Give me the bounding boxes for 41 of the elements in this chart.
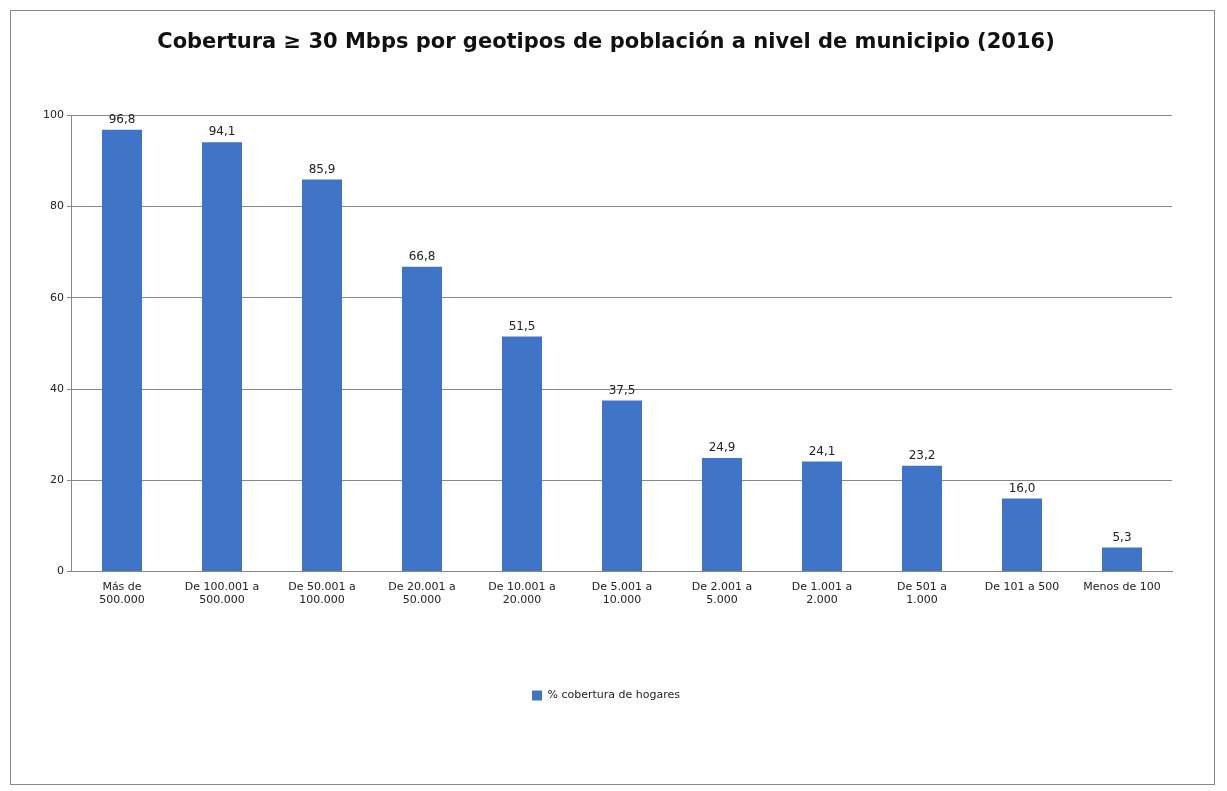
x-tick-label: De 50.001 a 100.000: [288, 580, 356, 607]
y-tick-label: 60: [50, 290, 64, 304]
y-tick-label: 80: [50, 199, 64, 213]
chart-title: Cobertura ≥ 30 Mbps por geotipos de población a nivel de municipio (2016): [157, 29, 1055, 54]
data-label: 85,9: [308, 161, 336, 176]
bar: [502, 336, 542, 572]
data-label: 23,2: [908, 447, 936, 462]
bar: [102, 129, 142, 572]
bar: [1002, 498, 1042, 572]
data-label: 24,9: [708, 440, 736, 455]
data-label: 94,1: [208, 124, 236, 139]
y-tick-label: 40: [50, 381, 64, 395]
data-label: 24,1: [808, 443, 836, 458]
data-label: 66,8: [408, 248, 436, 263]
bar: [202, 142, 242, 572]
data-label: 16,0: [1008, 480, 1036, 495]
data-label: 37,5: [608, 382, 636, 397]
x-tick-label: De 1.001 a 2.000: [791, 580, 853, 607]
bar: [302, 179, 342, 572]
bar: [1102, 547, 1142, 572]
x-tick-label: Más de 500.000: [99, 580, 145, 607]
y-tick-label: 100: [43, 108, 64, 122]
bar: [402, 266, 442, 572]
x-tick-label: De 10.001 a 20.000: [488, 580, 556, 607]
y-tick-label: 20: [50, 473, 64, 487]
x-tick-label: De 2.001 a 5.000: [691, 580, 753, 607]
y-tick-label: 0: [57, 564, 64, 578]
x-tick-label: De 20.001 a 50.000: [388, 580, 456, 607]
x-tick-label: De 100.001 a 500.000: [184, 580, 260, 607]
x-tick-label: Menos de 100: [1083, 580, 1161, 594]
bar: [802, 461, 842, 572]
bar: [602, 400, 642, 572]
data-label: 96,8: [108, 111, 136, 126]
x-tick-label: De 101 a 500: [984, 580, 1060, 594]
data-label: 5,3: [1112, 529, 1132, 544]
bar: [702, 457, 742, 572]
legend-label: % cobertura de hogares: [547, 688, 681, 702]
x-tick-label: De 5.001 a 10.000: [591, 580, 653, 607]
bar: [902, 465, 942, 572]
x-tick-label: De 501 a 1.000: [897, 580, 947, 607]
data-label: 51,5: [508, 318, 536, 333]
